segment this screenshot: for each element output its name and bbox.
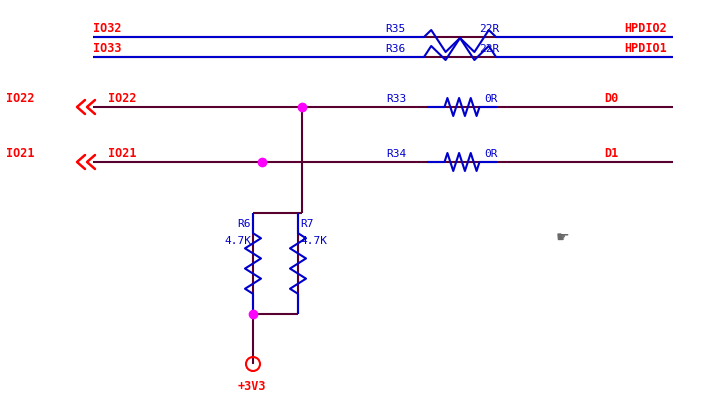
Text: 4.7K: 4.7K [300,236,327,246]
Text: D1: D1 [604,147,618,159]
Text: 0R: 0R [484,94,498,104]
Text: IO21: IO21 [6,147,34,159]
Text: 4.7K: 4.7K [224,236,251,246]
Text: IO22: IO22 [6,92,34,105]
Text: 22R: 22R [479,24,499,34]
Text: HPDIO2: HPDIO2 [624,22,667,35]
Text: R36: R36 [385,44,406,54]
Text: ☛: ☛ [556,229,570,244]
Text: IO33: IO33 [93,42,122,55]
Text: IO22: IO22 [108,92,137,105]
Text: 0R: 0R [484,149,498,159]
Text: R7: R7 [300,218,313,228]
Text: IO21: IO21 [108,147,137,159]
Text: IO32: IO32 [93,22,122,35]
Text: HPDIO1: HPDIO1 [624,42,667,55]
Text: R34: R34 [386,149,406,159]
Text: R6: R6 [237,218,251,228]
Text: +3V3: +3V3 [238,379,267,392]
Text: D0: D0 [604,92,618,105]
Text: 22R: 22R [479,44,499,54]
Text: R33: R33 [386,94,406,104]
Text: R35: R35 [385,24,406,34]
